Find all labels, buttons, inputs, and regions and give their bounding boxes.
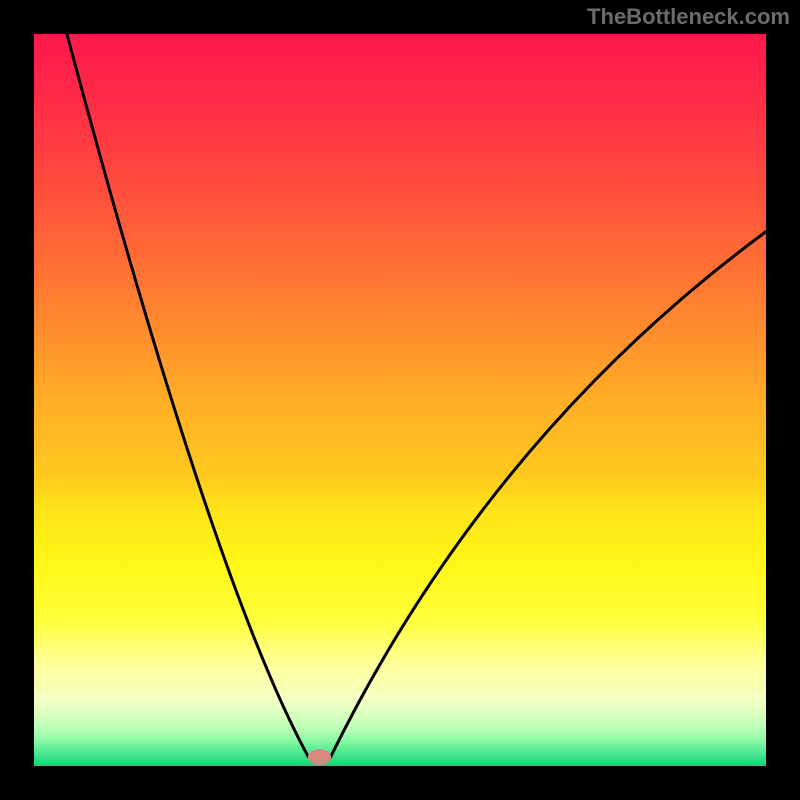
chart-container: TheBottleneck.com: [0, 0, 800, 800]
gradient-background: [34, 34, 766, 766]
plot-area: [34, 34, 766, 766]
watermark-text: TheBottleneck.com: [587, 4, 790, 30]
minimum-marker: [308, 749, 331, 765]
bottleneck-chart: [34, 34, 766, 766]
